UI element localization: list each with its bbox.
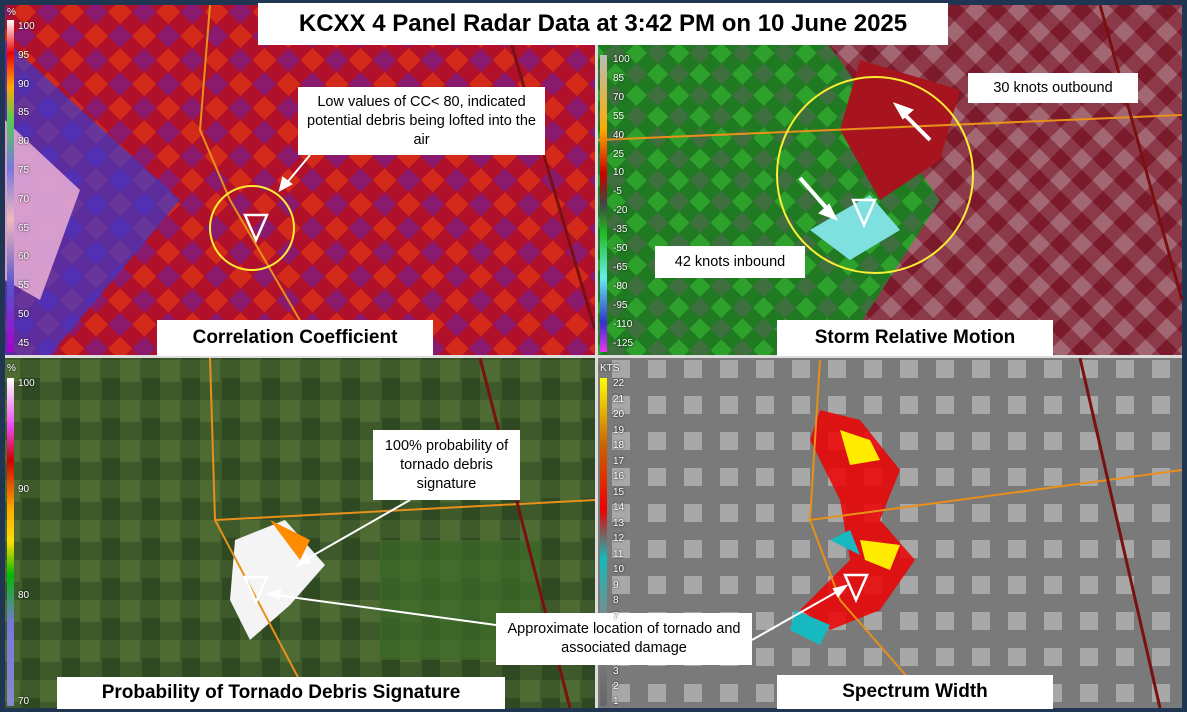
scale-label: 10 [613,167,625,179]
scale-label: % [7,7,16,18]
scale-label: 13 [613,517,625,529]
scale-label: 10 [613,564,625,575]
sw-cyan [790,530,860,645]
scale-label: -5 [613,186,622,198]
tds-colorbar [7,378,14,706]
scale-label: -80 [613,280,628,292]
sw-high-area [800,410,915,630]
srm-highlight [776,76,974,274]
scale-label: 70 [18,696,30,707]
scale-label: 16 [613,471,625,482]
annotation: 42 knots inbound [655,246,805,278]
scale-label: 90 [18,78,30,90]
scale-label: 11 [613,548,624,560]
cc-pink-area [5,120,80,300]
divider-v [595,5,598,708]
scale-label: % [7,363,16,374]
panel-label: Correlation Coefficient [157,320,433,356]
sw-yellow [840,430,900,570]
scale-label: -20 [613,205,628,217]
scale-label: 21 [613,393,625,405]
scale-label: -95 [613,299,628,311]
annotation-arrows [264,102,932,641]
cc-blue-area [5,40,180,355]
scale-label: 100 [18,378,35,389]
scale-label: KTS [600,363,620,374]
title: KCXX 4 Panel Radar Data at 3:42 PM on 10… [258,3,948,45]
scale-label: 45 [18,337,30,349]
annotation: Approximate location of tornado and asso… [496,613,752,665]
annotation: 30 knots outbound [968,73,1138,103]
scale-label: 9 [613,579,619,591]
panel-label: Spectrum Width [777,675,1053,709]
scale-label: 70 [613,91,625,103]
scale-label: 50 [18,309,30,320]
scale-label: 8 [613,595,619,606]
scale-label: 100 [18,21,35,32]
scale-label: 15 [613,486,625,498]
scale-label: 65 [18,222,30,234]
scale-label: 25 [613,148,625,160]
scale-label: 55 [613,110,625,122]
scale-label: -35 [613,224,628,236]
scale-label: 80 [18,590,30,601]
scale-label: 85 [18,107,30,119]
panel-label: Probability of Tornado Debris Signature [57,677,505,709]
tornado-markers [243,198,877,606]
scale-label: -50 [613,243,628,254]
scale-label: -125 [613,337,634,349]
scale-label: 55 [18,280,30,292]
scale-label: 95 [18,49,30,61]
srm-colorbar [600,55,607,352]
scale-label: 85 [613,72,625,84]
roads [198,4,1183,701]
scale-label: 80 [18,136,30,148]
cc-highlight [209,185,295,271]
scale-label: -110 [613,318,633,330]
scale-label: 17 [613,455,625,467]
scale-label: 70 [18,193,30,205]
scale-label: 7 [613,610,619,622]
divider-h [5,355,1182,358]
sw-colorbar [600,378,607,706]
scale-label: 60 [18,251,30,263]
srm-inbound-core [810,195,900,260]
scale-label: 22 [613,378,625,389]
cc-colorbar [7,20,14,352]
scale-label: 2 [613,681,619,692]
scale-label: 12 [613,533,625,544]
tds-orange [270,520,310,560]
scale-label: 20 [613,409,625,420]
scale-label: 75 [18,165,30,176]
scale-label: -65 [613,261,628,273]
scale-label: 90 [18,484,30,495]
annotation: Low values of CC< 80, indicated potentia… [298,87,545,155]
scale-label: 18 [613,440,625,451]
scale-label: 14 [613,502,625,513]
scale-label: 40 [613,129,625,141]
scale-label: 1 [613,696,619,707]
scale-label: 3 [613,666,619,677]
panel-label: Storm Relative Motion [777,320,1053,356]
scale-label: 100 [613,54,630,65]
scale-label: 19 [613,424,625,436]
annotation: 100% probability of tornado debris signa… [373,430,520,500]
